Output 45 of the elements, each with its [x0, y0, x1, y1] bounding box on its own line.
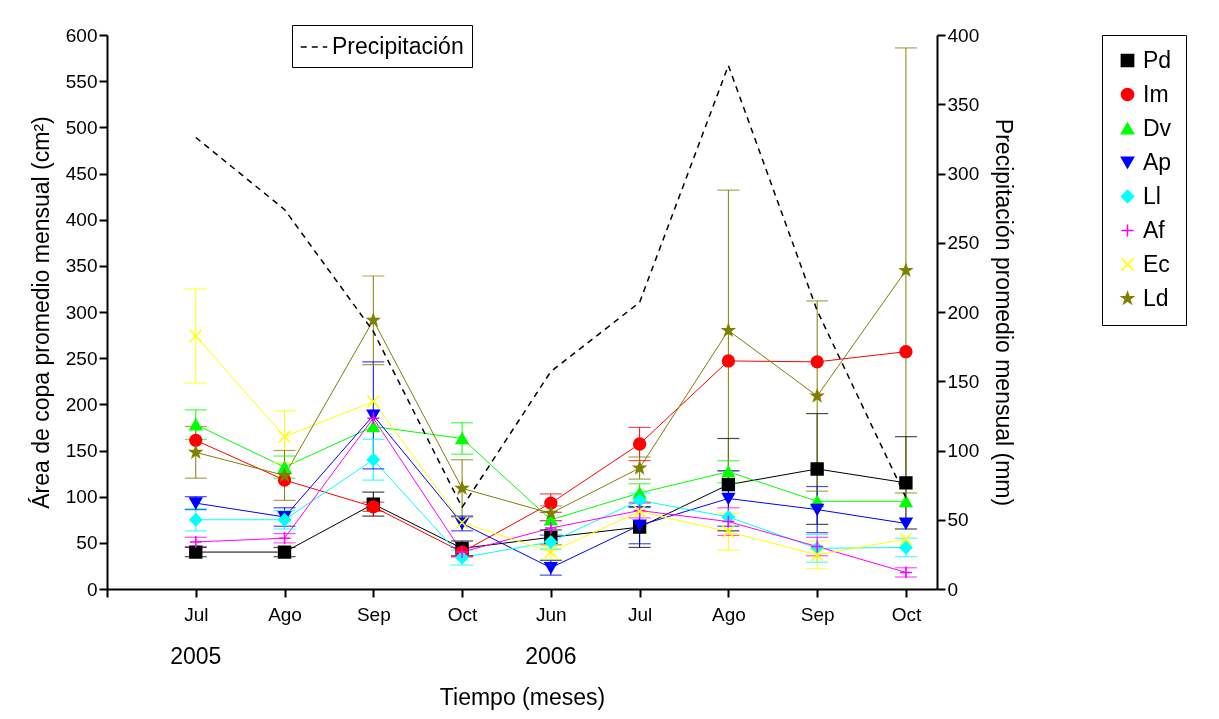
- y2-tick-label: 200: [947, 301, 980, 323]
- legend-label: Ll: [1143, 182, 1161, 209]
- y-tick-label: 0: [86, 578, 98, 600]
- legend-label: Ap: [1143, 148, 1172, 175]
- legend-label: Af: [1143, 216, 1166, 243]
- text: 2006: [525, 643, 577, 669]
- legend-label: Ld: [1143, 284, 1169, 311]
- y2-tick-label: 250: [947, 232, 980, 254]
- y-axis-title: Área de copa promedio mensual (cm²): [27, 116, 54, 509]
- legend-label: Dv: [1143, 114, 1172, 141]
- x-tick-label: Oct: [447, 603, 479, 625]
- y2-tick-label: 350: [947, 93, 980, 115]
- x-tick-label: Ago: [268, 603, 302, 625]
- x-tick-label: Jul: [184, 603, 209, 625]
- y2-axis-title: Precipitación promedio mensual (mm): [991, 118, 1018, 507]
- y-tick-label: 300: [65, 301, 98, 323]
- y-tick-label: 500: [65, 116, 98, 138]
- y-tick-label: 200: [65, 393, 98, 415]
- y2-tick-label: 400: [947, 24, 980, 46]
- y-tick-label: 400: [65, 209, 98, 231]
- x-tick-label: Jul: [627, 603, 653, 625]
- x-tick-label: Ago: [711, 603, 746, 625]
- x-tick-label: Oct: [891, 603, 922, 625]
- legend-label: Im: [1143, 80, 1169, 107]
- legend-label: Precipitación: [332, 33, 464, 59]
- y2-tick-label: 0: [947, 578, 959, 600]
- y-tick-label: 250: [65, 347, 98, 369]
- x-tick-label: Sep: [800, 603, 835, 625]
- y2-tick-label: 100: [947, 440, 980, 461]
- legend-label: Pd: [1143, 46, 1172, 73]
- y-tick-label: 100: [65, 486, 98, 508]
- y-tick-label: 600: [65, 24, 98, 46]
- y-tick-label: 150: [65, 440, 98, 461]
- y-tick-label: 450: [65, 163, 98, 184]
- y-tick-label: 350: [65, 255, 98, 277]
- text: 2005: [170, 643, 222, 669]
- y2-tick-label: 300: [947, 163, 980, 184]
- y2-tick-label: 50: [947, 509, 969, 531]
- y-tick-label: 50: [76, 532, 98, 554]
- y-tick-label: 550: [65, 70, 98, 92]
- x-tick-label: Jun: [536, 603, 567, 625]
- y2-tick-label: 150: [947, 370, 980, 392]
- x-tick-label: Sep: [356, 603, 391, 625]
- x-axis-title: Tiempo (meses): [439, 683, 606, 710]
- legend-label: Ec: [1143, 250, 1170, 277]
